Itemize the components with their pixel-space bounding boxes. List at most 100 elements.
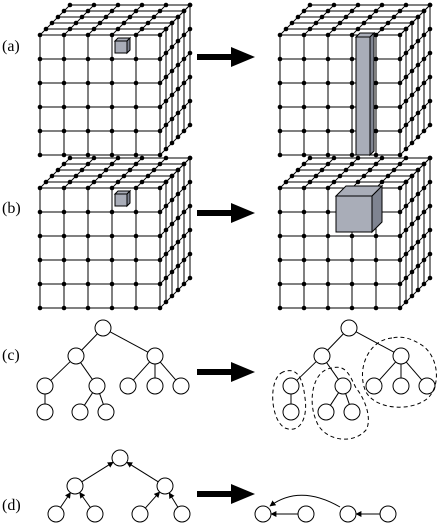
vertex-dot bbox=[277, 305, 283, 311]
vertex-dot bbox=[415, 110, 421, 116]
vertex-dot bbox=[115, 2, 121, 8]
vertex-dot bbox=[109, 257, 115, 263]
vertex-dot bbox=[301, 8, 307, 14]
vertex-dot bbox=[349, 128, 355, 134]
vertex-dot bbox=[427, 251, 433, 257]
vertex-dot bbox=[373, 257, 379, 263]
vertex-dot bbox=[427, 98, 433, 104]
vertex-dot bbox=[391, 14, 397, 20]
tree-node bbox=[343, 403, 361, 421]
vertex-dot bbox=[403, 122, 409, 128]
panel-label-c: (c) bbox=[2, 347, 20, 364]
tree-node bbox=[66, 477, 84, 495]
vertex-dot bbox=[379, 26, 385, 32]
vertex-dot bbox=[325, 281, 331, 287]
vertex-dot bbox=[421, 185, 427, 191]
tree-node bbox=[97, 403, 115, 421]
vertex-dot bbox=[163, 179, 169, 185]
vertex-dot bbox=[109, 56, 115, 62]
vertex-dot bbox=[289, 20, 295, 26]
vertex-dot bbox=[373, 104, 379, 110]
arrow-head bbox=[231, 484, 255, 504]
vertex-dot bbox=[163, 122, 169, 128]
vertex-dot bbox=[37, 281, 43, 287]
vertex-dot bbox=[169, 116, 175, 122]
edge bbox=[83, 392, 94, 406]
vertex-dot bbox=[157, 305, 163, 311]
vertex-dot bbox=[163, 146, 169, 152]
vertex-dot bbox=[163, 2, 169, 8]
vertex-dot bbox=[163, 74, 169, 80]
vertex-dot bbox=[421, 128, 427, 134]
vertex-dot bbox=[403, 98, 409, 104]
vertex-dot bbox=[277, 233, 283, 239]
vertex-dot bbox=[415, 38, 421, 44]
vertex-dot bbox=[43, 26, 49, 32]
vertex-dot bbox=[355, 155, 361, 161]
vertex-dot bbox=[397, 104, 403, 110]
vertex-dot bbox=[403, 203, 409, 209]
tree-node bbox=[36, 377, 54, 395]
vertex-dot bbox=[397, 233, 403, 239]
vertex-dot bbox=[415, 134, 421, 140]
tree-node bbox=[418, 377, 436, 395]
vertex-dot bbox=[385, 173, 391, 179]
vertex-dot bbox=[187, 203, 193, 209]
vertex-dot bbox=[325, 209, 331, 215]
vertex-dot bbox=[397, 8, 403, 14]
vertex-dot bbox=[61, 32, 67, 38]
vertex-dot bbox=[133, 104, 139, 110]
vertex-dot bbox=[307, 155, 313, 161]
vertex-dot bbox=[277, 281, 283, 287]
vertex-dot bbox=[169, 293, 175, 299]
vertex-dot bbox=[157, 257, 163, 263]
vertex-dot bbox=[361, 20, 367, 26]
vertex-dot bbox=[61, 80, 67, 86]
vertex-dot bbox=[301, 305, 307, 311]
vertex-dot bbox=[85, 305, 91, 311]
vertex-dot bbox=[181, 185, 187, 191]
vertex-dot bbox=[349, 257, 355, 263]
tree-node bbox=[172, 377, 190, 395]
vertex-dot bbox=[103, 167, 109, 173]
vertex-dot bbox=[115, 179, 121, 185]
vertex-dot bbox=[157, 209, 163, 215]
vertex-dot bbox=[361, 173, 367, 179]
vertex-dot bbox=[427, 50, 433, 56]
vertex-dot bbox=[427, 26, 433, 32]
vertex-dot bbox=[421, 257, 427, 263]
highlighted-cell bbox=[114, 40, 128, 54]
vertex-dot bbox=[421, 161, 427, 167]
vertex-dot bbox=[397, 152, 403, 158]
right-arrow-icon bbox=[197, 362, 255, 382]
vertex-dot bbox=[187, 98, 193, 104]
vertex-dot bbox=[277, 128, 283, 134]
vertex-dot bbox=[181, 104, 187, 110]
vertex-dot bbox=[97, 173, 103, 179]
cube-b-before bbox=[37, 155, 193, 311]
vertex-dot bbox=[181, 32, 187, 38]
tree-node bbox=[365, 377, 383, 395]
vertex-dot bbox=[115, 26, 121, 32]
directed-edge bbox=[79, 492, 91, 508]
vertex-dot bbox=[163, 227, 169, 233]
directed-edge bbox=[126, 461, 159, 483]
vertex-dot bbox=[163, 203, 169, 209]
vertex-dot bbox=[325, 257, 331, 263]
vertex-dot bbox=[157, 152, 163, 158]
vertex-dot bbox=[421, 8, 427, 14]
vertex-dot bbox=[403, 2, 409, 8]
right-arrow-icon bbox=[197, 484, 255, 504]
vertex-dot bbox=[307, 26, 313, 32]
vertex-dot bbox=[55, 14, 61, 20]
vertex-dot bbox=[181, 161, 187, 167]
edge bbox=[355, 331, 395, 353]
vertex-dot bbox=[307, 2, 313, 8]
vertex-dot bbox=[139, 155, 145, 161]
vertex-dot bbox=[175, 263, 181, 269]
vertex-dot bbox=[325, 233, 331, 239]
vertex-dot bbox=[133, 56, 139, 62]
tree-node bbox=[282, 377, 300, 395]
vertex-dot bbox=[421, 281, 427, 287]
tree-node bbox=[313, 347, 331, 365]
